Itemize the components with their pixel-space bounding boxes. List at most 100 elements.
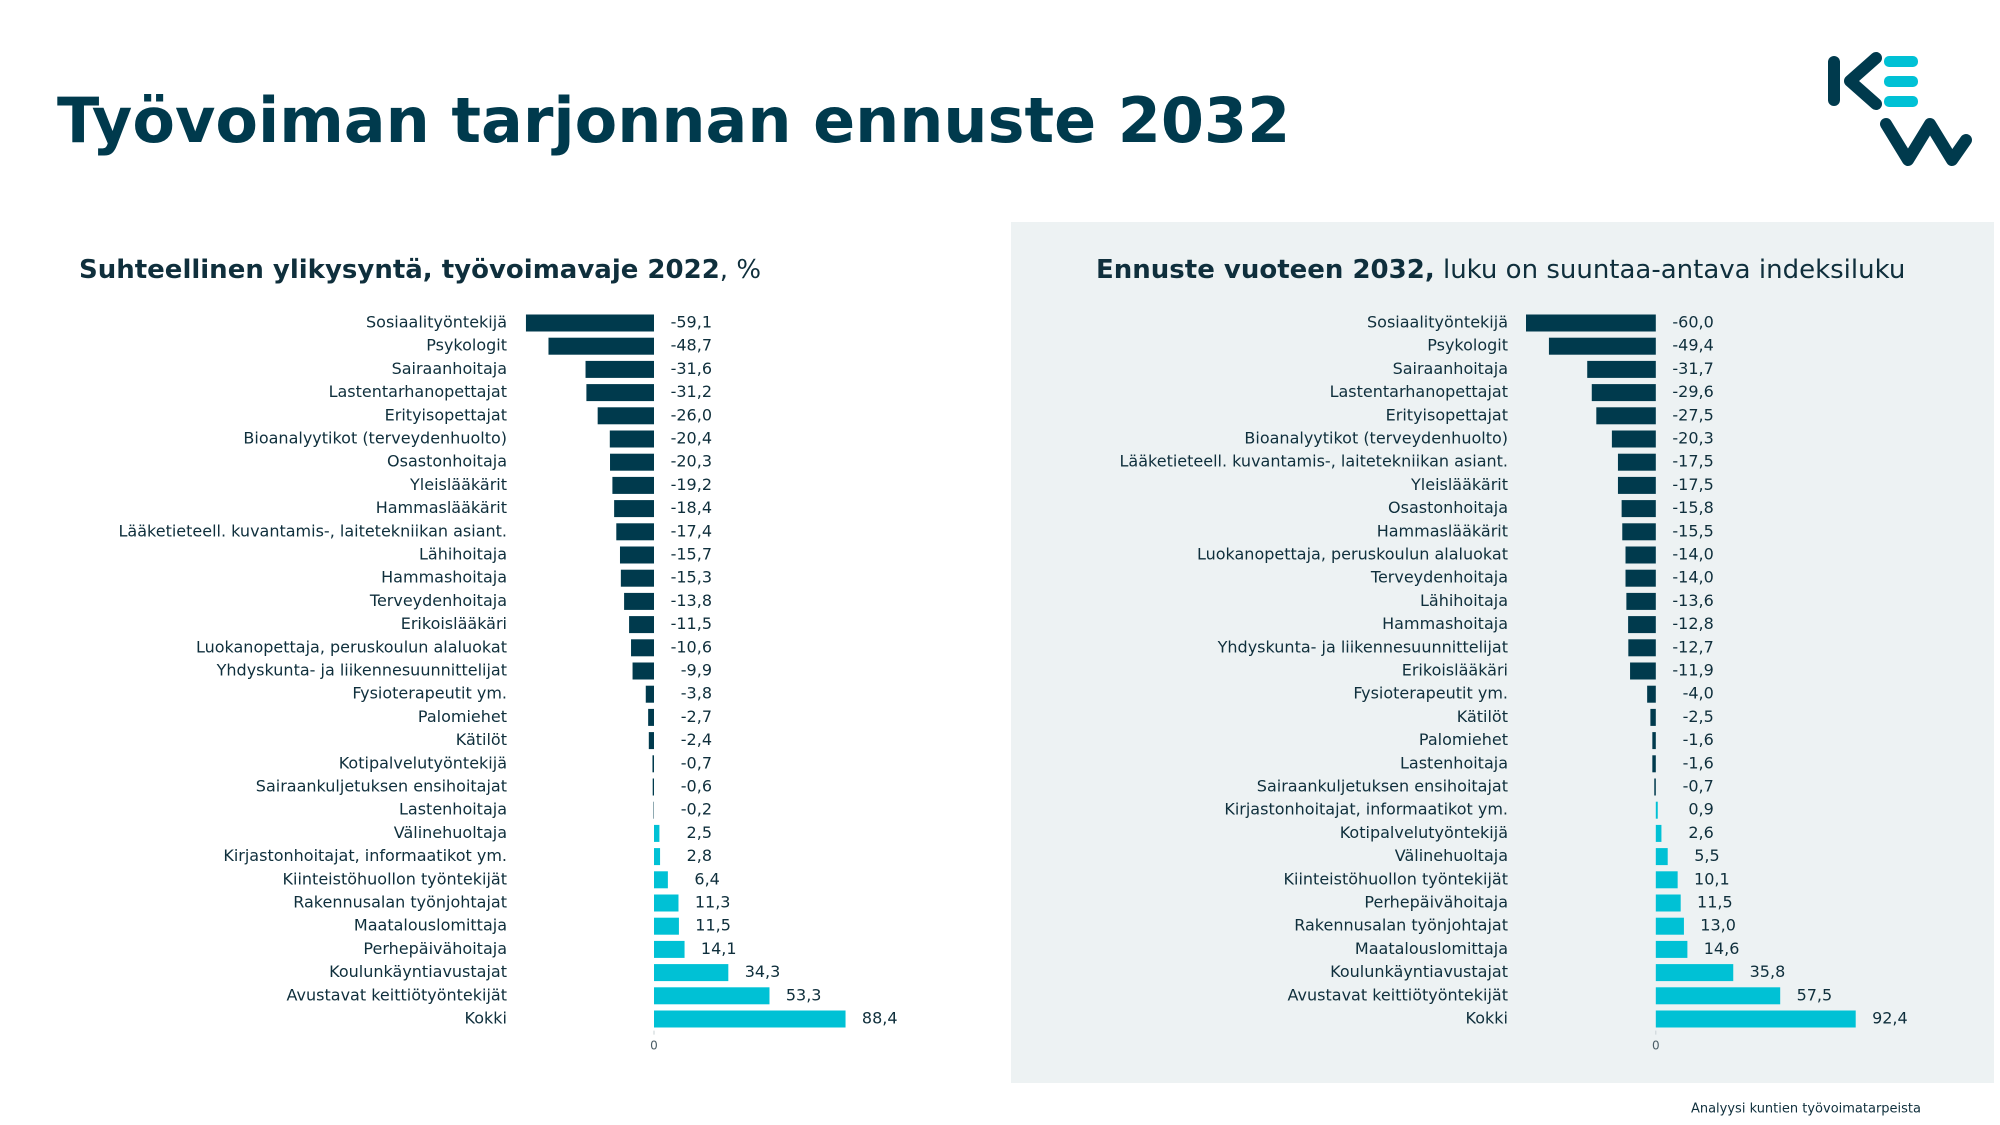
value-label: -0,2 [681, 800, 712, 819]
category-label: Yhdyskunta- ja liikennesuunnittelijat [216, 661, 507, 680]
value-label: -0,6 [681, 777, 712, 796]
bar [1548, 337, 1656, 355]
chart-title-part: luku on suuntaa-antava indeksiluku [1435, 255, 1906, 285]
value-label: -10,6 [671, 637, 712, 656]
value-label: 10,1 [1694, 869, 1730, 888]
x-tick-label: 0 [1652, 1039, 1660, 1053]
value-label: -31,2 [671, 382, 712, 401]
value-label: 53,3 [786, 985, 822, 1004]
category-label: Maatalouslomittaja [1355, 939, 1508, 958]
chart-title: Ennuste vuoteen 2032, luku on suuntaa-an… [1096, 255, 1905, 285]
bar [1655, 940, 1688, 958]
logo [1828, 52, 1972, 166]
bar [1626, 592, 1656, 610]
value-label: -1,6 [1683, 730, 1714, 749]
bar [597, 407, 654, 425]
category-label: Erikoislääkäri [1402, 661, 1508, 680]
value-label: -11,5 [671, 614, 712, 633]
bar [1655, 917, 1684, 935]
bar [585, 360, 654, 378]
category-label: Avustavat keittiötyöntekijät [287, 985, 507, 1004]
category-label: Kätilöt [1457, 707, 1508, 726]
bar [619, 546, 654, 564]
value-label: 35,8 [1750, 962, 1786, 981]
value-label: 0,9 [1688, 800, 1713, 819]
category-label: Hammaslääkärit [376, 498, 507, 517]
category-label: Sairaankuljetuksen ensihoitajat [256, 777, 507, 796]
value-label: 11,5 [1697, 893, 1733, 912]
value-label: -31,7 [1672, 359, 1713, 378]
bar [654, 964, 729, 982]
category-label: Hammashoitaja [381, 568, 507, 587]
bar [1621, 500, 1656, 518]
category-label: Rakennusalan työnjohtajat [293, 893, 507, 912]
bar [525, 314, 654, 332]
category-label: Yhdyskunta- ja liikennesuunnittelijat [1217, 637, 1508, 656]
bar [616, 523, 654, 541]
category-label: Fysioterapeutit ym. [1353, 684, 1508, 703]
value-label: -0,7 [1683, 777, 1714, 796]
category-label: Luokanopettaja, peruskoulun alaluokat [196, 637, 507, 656]
bar [652, 778, 654, 796]
value-label: -15,3 [671, 568, 712, 587]
value-label: 88,4 [862, 1009, 898, 1028]
bar [1655, 848, 1668, 866]
bar [612, 476, 654, 494]
category-label: Sairaanhoitaja [392, 359, 507, 378]
value-label: -2,4 [681, 730, 712, 749]
value-label: -20,3 [1672, 429, 1713, 448]
category-label: Kiinteistöhuollon työntekijät [283, 869, 507, 888]
bar [654, 848, 661, 866]
category-label: Lääketieteell. kuvantamis-, laitetekniik… [1120, 452, 1509, 471]
value-label: -15,8 [1672, 498, 1713, 517]
category-label: Terveydenhoitaja [369, 591, 507, 610]
category-label: Yleislääkärit [1410, 475, 1508, 494]
bar [1630, 662, 1656, 680]
value-label: -11,9 [1672, 661, 1713, 680]
value-label: -17,5 [1672, 452, 1713, 471]
bar [1655, 824, 1662, 842]
bar [654, 987, 770, 1005]
value-label: 34,3 [745, 962, 781, 981]
value-label: 14,1 [701, 939, 737, 958]
bar [1655, 871, 1678, 889]
category-label: Avustavat keittiötyöntekijät [1288, 985, 1508, 1004]
bar [620, 569, 654, 587]
bar [548, 337, 654, 355]
value-label: 2,8 [687, 846, 712, 865]
bar [648, 708, 654, 726]
category-label: Lastentarhanopettajat [329, 382, 507, 401]
value-label: -18,4 [671, 498, 712, 517]
bar [586, 384, 654, 402]
bar [624, 592, 654, 610]
footer: Analyysi kuntien työvoimatarpeista [1691, 1102, 1921, 1117]
bar [648, 732, 654, 750]
category-label: Erityisopettajat [1386, 405, 1508, 424]
bar [654, 824, 660, 842]
bar [614, 500, 654, 518]
bar [1654, 778, 1656, 796]
slide-title: Työvoiman tarjonnan ennuste 2032 [57, 84, 1290, 157]
category-label: Yleislääkärit [409, 475, 507, 494]
value-label: -15,5 [1672, 521, 1713, 540]
category-label: Perhepäivähoitaja [363, 939, 507, 958]
category-label: Luokanopettaja, peruskoulun alaluokat [1197, 545, 1508, 564]
value-label: 5,5 [1694, 846, 1719, 865]
value-label: -14,0 [1672, 545, 1713, 564]
value-label: -15,7 [671, 545, 712, 564]
value-label: 2,5 [687, 823, 712, 842]
value-label: -20,4 [671, 429, 712, 448]
panel-background [1011, 222, 1994, 1083]
value-label: 6,4 [694, 869, 719, 888]
bar [1617, 476, 1656, 494]
category-label: Rakennusalan työnjohtajat [1294, 916, 1508, 935]
value-label: -27,5 [1672, 405, 1713, 424]
bar [654, 894, 679, 912]
bar [1650, 708, 1656, 726]
category-label: Kirjastonhoitajat, informaatikot ym. [1224, 800, 1508, 819]
bar [1526, 314, 1656, 332]
bar [1655, 801, 1658, 819]
category-label: Lastenhoitaja [399, 800, 507, 819]
